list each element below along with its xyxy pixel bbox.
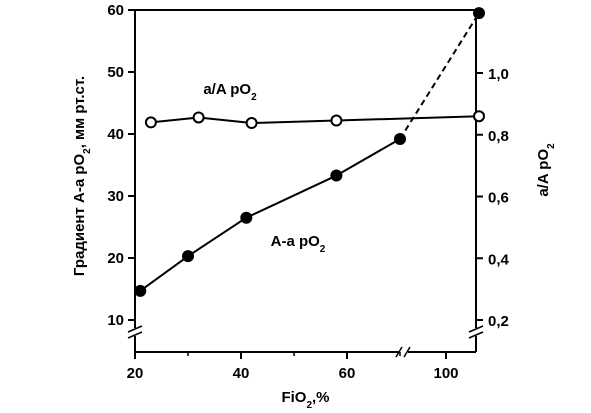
y-left-tick-label: 20 [107, 250, 124, 267]
aA-ratio-point [144, 116, 157, 129]
y-right-tick-label: 0,6 [488, 190, 509, 207]
y-left-tick-label: 30 [107, 188, 124, 205]
x-axis-title: FiO2,% [281, 389, 329, 411]
aa-gradient-segment [187, 216, 247, 257]
aa-gradient-segment [335, 138, 401, 177]
x-tick-label: 20 [127, 365, 144, 382]
aa-gradient-label: A-a pO2 [271, 233, 326, 255]
y-right-tick-label: 0,2 [488, 313, 509, 330]
y-right-axis-title: a/A pO2 [535, 143, 557, 197]
x-break-mark-b [403, 346, 411, 358]
y-right-tick-label: 0,4 [488, 251, 510, 268]
aA-ratio-segment [336, 115, 480, 122]
x-tick-label: 100 [433, 365, 458, 382]
aA-ratio-segment [251, 119, 337, 125]
y-right-tick-label: 0,8 [488, 128, 509, 145]
aA-ratio-point [245, 117, 258, 130]
x-break-mark-a [395, 346, 403, 358]
x-tick-label: 40 [233, 365, 250, 382]
aa-gradient-point [330, 169, 343, 182]
aa-gradient-segment [139, 255, 189, 292]
labels: 10 20 30 40 50 60 0,2 0,4 0,6 0,8 1,0 20 40 60 100 FiO2… [71, 2, 557, 411]
aa-gradient-point [134, 284, 147, 297]
y-left-tick-label: 10 [107, 312, 124, 329]
aA-ratio-point [192, 111, 205, 124]
aa-gradient-segment [399, 12, 480, 140]
y-left-axis-title: Градиент А-а pO2, мм рт.ст. [71, 76, 93, 276]
y-left-tick-label: 40 [107, 126, 124, 143]
aA-ratio-segment [150, 116, 199, 124]
y-right-tick-label: 1,0 [488, 66, 509, 83]
y-left-tick-label: 50 [107, 64, 124, 81]
aa-gradient-point [473, 7, 485, 20]
aa-gradient-point [182, 250, 194, 263]
aa-gradient-segment [245, 174, 337, 219]
right-break-mark-b [468, 331, 484, 339]
aA-ratio-label: a/A pO2 [203, 81, 257, 103]
y-left-tick-label: 60 [107, 2, 124, 19]
x-tick-label: 60 [339, 365, 356, 382]
aA-ratio-point [330, 114, 343, 127]
right-break-mark-a [468, 325, 484, 333]
aa-gradient-point [240, 211, 253, 224]
series-layer [134, 7, 485, 297]
left-break-gap [130, 328, 140, 336]
left-break-mark-a [127, 325, 143, 333]
right-break-gap [471, 328, 481, 336]
axes [127, 9, 484, 359]
aA-ratio-segment [198, 116, 252, 125]
aa-gradient-point [394, 132, 406, 145]
aA-ratio-point [473, 110, 485, 123]
left-break-mark-b [127, 331, 143, 339]
